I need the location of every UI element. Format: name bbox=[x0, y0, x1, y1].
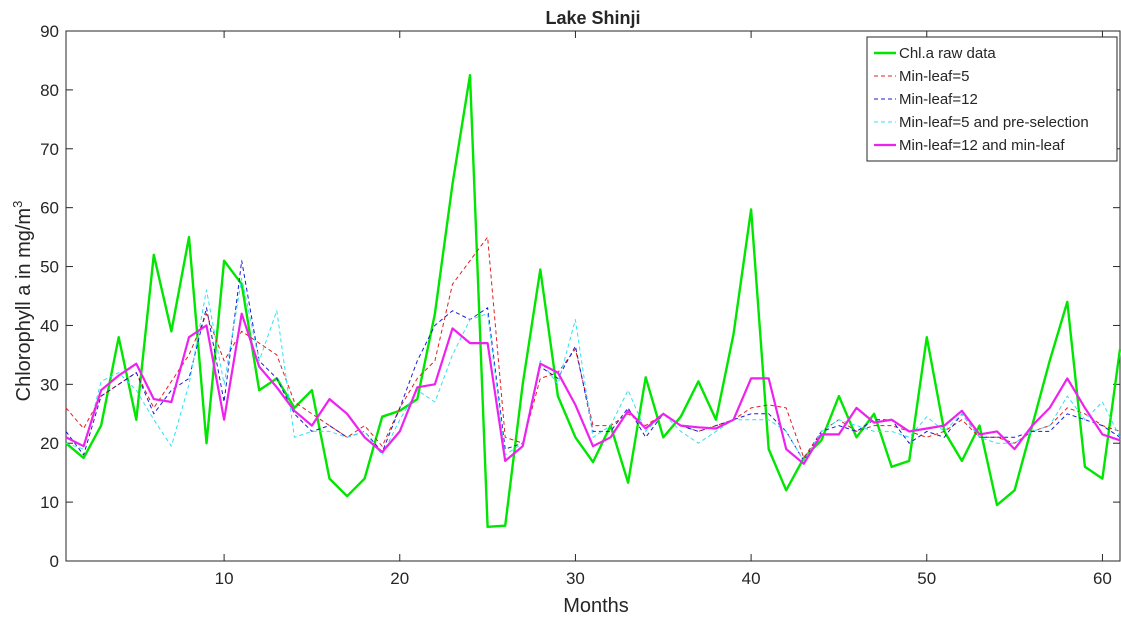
y-axis-label-superscript: 3 bbox=[10, 201, 25, 208]
x-tick-label: 60 bbox=[1093, 569, 1112, 588]
x-axis-label: Months bbox=[563, 595, 629, 617]
series-layer bbox=[65, 73, 1121, 528]
series-line-5 bbox=[65, 312, 1121, 465]
y-tick-label: 20 bbox=[40, 434, 59, 453]
y-tick-label: 10 bbox=[40, 493, 59, 512]
legend-label: Min-leaf=12 bbox=[899, 91, 978, 108]
x-tick-label: 20 bbox=[390, 569, 409, 588]
legend-label: Min-leaf=5 bbox=[899, 68, 969, 85]
x-tick-label: 50 bbox=[917, 569, 936, 588]
legend: Chl.a raw data Min-leaf=5 Min-leaf=12 Min-l… bbox=[866, 36, 1118, 162]
y-tick-label: 70 bbox=[40, 140, 59, 159]
x-axis: 10 20 30 40 50 60 bbox=[215, 31, 1112, 588]
y-tick-label: 0 bbox=[50, 552, 59, 571]
series-line-2 bbox=[65, 236, 1121, 459]
legend-label: Min-leaf=5 and pre-selection bbox=[899, 114, 1089, 131]
y-axis-label: Chlorophyll a in mg/m3 bbox=[10, 201, 35, 402]
series-line-4 bbox=[65, 277, 1121, 462]
series-line-3 bbox=[65, 260, 1121, 462]
y-axis-label-main: Chlorophyll a in mg/m bbox=[13, 208, 35, 401]
y-tick-label: 60 bbox=[40, 199, 59, 218]
legend-box bbox=[866, 36, 1118, 162]
x-tick-label: 30 bbox=[566, 569, 585, 588]
y-tick-label: 80 bbox=[40, 81, 59, 100]
y-tick-label: 30 bbox=[40, 375, 59, 394]
y-axis: 0 10 20 30 40 50 60 70 80 90 bbox=[40, 22, 1120, 571]
x-tick-label: 40 bbox=[742, 569, 761, 588]
x-tick-label: 10 bbox=[215, 569, 234, 588]
y-tick-label: 90 bbox=[40, 22, 59, 41]
chart-title: Lake Shinji bbox=[545, 8, 640, 28]
legend-label: Chl.a raw data bbox=[899, 45, 996, 62]
legend-label: Min-leaf=12 and min-leaf bbox=[899, 137, 1065, 154]
y-tick-label: 50 bbox=[40, 258, 59, 277]
y-tick-label: 40 bbox=[40, 316, 59, 335]
